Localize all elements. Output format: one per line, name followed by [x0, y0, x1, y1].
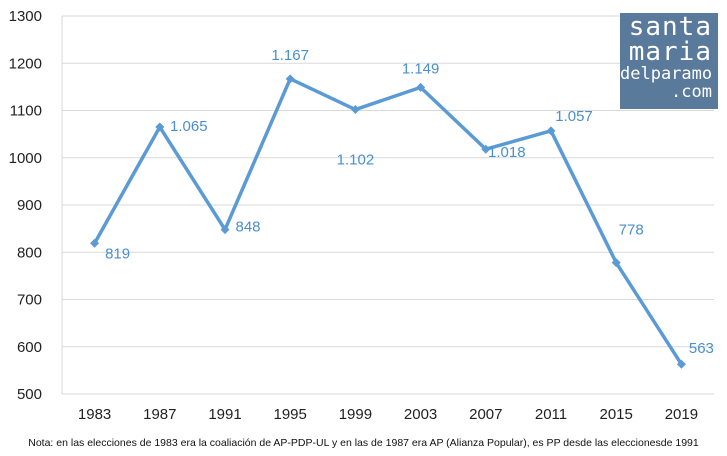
logo-line-2: maria — [628, 37, 712, 67]
data-label-2003: 1.149 — [402, 60, 440, 77]
y-tick-label: 1300 — [9, 8, 42, 25]
y-tick-label: 1200 — [9, 55, 42, 72]
logo-line-3: delparamo — [620, 64, 713, 84]
x-tick-label: 1983 — [78, 406, 111, 423]
data-label-1983: 819 — [105, 245, 130, 262]
footnote: Nota: en las elecciones de 1983 era la c… — [28, 437, 699, 449]
y-tick-label: 500 — [17, 386, 42, 403]
data-point-1995 — [285, 74, 295, 84]
x-tick-label: 2019 — [665, 406, 698, 423]
data-point-2019 — [676, 359, 686, 369]
data-point-2011 — [546, 126, 556, 136]
data-label-1991: 848 — [235, 219, 260, 236]
data-label-1999: 1.102 — [337, 152, 375, 169]
site-logo: santa maria delparamo .com — [620, 13, 718, 109]
gridlines — [61, 15, 714, 395]
data-label-2015: 778 — [619, 222, 644, 239]
y-tick-label: 800 — [17, 244, 42, 261]
y-tick-label: 900 — [17, 197, 42, 214]
series-votes — [90, 74, 686, 369]
data-label-1987: 1.065 — [170, 118, 208, 135]
y-tick-label: 1100 — [10, 103, 42, 120]
data-point-2003 — [416, 82, 426, 92]
data-labels: 819 1.065 848 1.167 1.102 1.149 1.018 1.057 778 5… — [105, 47, 714, 357]
data-point-1983 — [90, 238, 100, 248]
y-tick-label: 600 — [17, 339, 42, 356]
data-label-2007: 1.018 — [488, 144, 526, 161]
y-tick-label: 700 — [17, 292, 42, 309]
x-tick-label: 1995 — [274, 406, 307, 423]
y-tick-label: 1000 — [9, 150, 42, 167]
x-tick-label: 1999 — [339, 406, 372, 423]
x-tick-label: 2015 — [600, 406, 633, 423]
x-axis-ticks: 1983 1987 1991 1995 1999 2003 2007 2011 2015 2019 — [78, 406, 698, 423]
data-point-1987 — [155, 122, 165, 132]
series-line — [93, 77, 683, 366]
x-tick-label: 1991 — [208, 406, 241, 423]
data-label-1995: 1.167 — [271, 47, 309, 64]
data-label-2019: 563 — [689, 340, 714, 357]
x-tick-label: 2003 — [404, 406, 437, 423]
data-label-2011: 1.057 — [555, 108, 593, 125]
x-tick-label: 2011 — [535, 406, 567, 423]
data-point-1999 — [350, 105, 360, 115]
logo-line-4: .com — [671, 82, 712, 102]
data-point-2015 — [611, 258, 621, 268]
data-point-2007 — [481, 144, 491, 154]
logo-line-1: santa — [628, 12, 712, 42]
data-point-1991 — [220, 225, 230, 235]
x-tick-label: 1987 — [143, 406, 176, 423]
y-axis-ticks: 500 600 700 800 900 1000 1100 1200 1300 — [9, 8, 42, 403]
x-tick-label: 2007 — [469, 406, 502, 423]
